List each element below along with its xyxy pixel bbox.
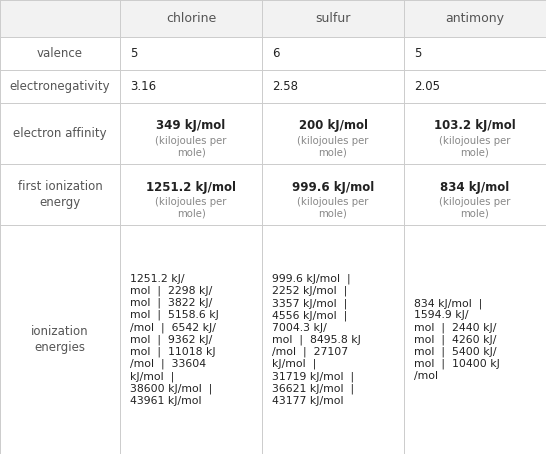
Text: electronegativity: electronegativity bbox=[10, 80, 110, 93]
Text: 834 kJ/mol  |
1594.9 kJ/
mol  |  2440 kJ/
mol  |  4260 kJ/
mol  |  5400 kJ/
mol : 834 kJ/mol | 1594.9 kJ/ mol | 2440 kJ/ m… bbox=[414, 298, 500, 381]
Bar bbox=[262, 0, 404, 37]
Bar bbox=[404, 0, 546, 37]
Text: first ionization
energy: first ionization energy bbox=[17, 180, 103, 209]
Text: (kilojoules per
mole): (kilojoules per mole) bbox=[298, 136, 369, 158]
Text: ionization
energies: ionization energies bbox=[31, 326, 89, 354]
Bar bbox=[0, 0, 120, 37]
Text: 999.6 kJ/mol  |
2252 kJ/mol  |
3357 kJ/mol  |
4556 kJ/mol  |
7004.3 kJ/
mol  |  : 999.6 kJ/mol | 2252 kJ/mol | 3357 kJ/mol… bbox=[272, 274, 361, 405]
Text: 1251.2 kJ/
mol  |  2298 kJ/
mol  |  3822 kJ/
mol  |  5158.6 kJ
/mol  |  6542 kJ/: 1251.2 kJ/ mol | 2298 kJ/ mol | 3822 kJ/… bbox=[130, 274, 219, 405]
Text: antimony: antimony bbox=[446, 12, 505, 25]
Text: chlorine: chlorine bbox=[166, 12, 216, 25]
Text: 103.2 kJ/mol: 103.2 kJ/mol bbox=[434, 119, 516, 133]
Text: 200 kJ/mol: 200 kJ/mol bbox=[299, 119, 367, 133]
Text: 2.05: 2.05 bbox=[414, 80, 440, 93]
Text: 5: 5 bbox=[414, 47, 422, 60]
Text: 1251.2 kJ/mol: 1251.2 kJ/mol bbox=[146, 181, 236, 194]
Text: (kilojoules per
mole): (kilojoules per mole) bbox=[156, 136, 227, 158]
Text: electron affinity: electron affinity bbox=[13, 127, 107, 140]
Text: (kilojoules per
mole): (kilojoules per mole) bbox=[440, 197, 511, 219]
Text: 6: 6 bbox=[272, 47, 280, 60]
Text: valence: valence bbox=[37, 47, 83, 60]
Text: 5: 5 bbox=[130, 47, 138, 60]
Text: (kilojoules per
mole): (kilojoules per mole) bbox=[440, 136, 511, 158]
Text: (kilojoules per
mole): (kilojoules per mole) bbox=[156, 197, 227, 219]
Text: 3.16: 3.16 bbox=[130, 80, 156, 93]
Text: 834 kJ/mol: 834 kJ/mol bbox=[441, 181, 509, 194]
Text: 349 kJ/mol: 349 kJ/mol bbox=[157, 119, 225, 133]
Text: 999.6 kJ/mol: 999.6 kJ/mol bbox=[292, 181, 374, 194]
Text: sulfur: sulfur bbox=[316, 12, 351, 25]
Text: (kilojoules per
mole): (kilojoules per mole) bbox=[298, 197, 369, 219]
Bar bbox=[120, 0, 262, 37]
Text: 2.58: 2.58 bbox=[272, 80, 298, 93]
